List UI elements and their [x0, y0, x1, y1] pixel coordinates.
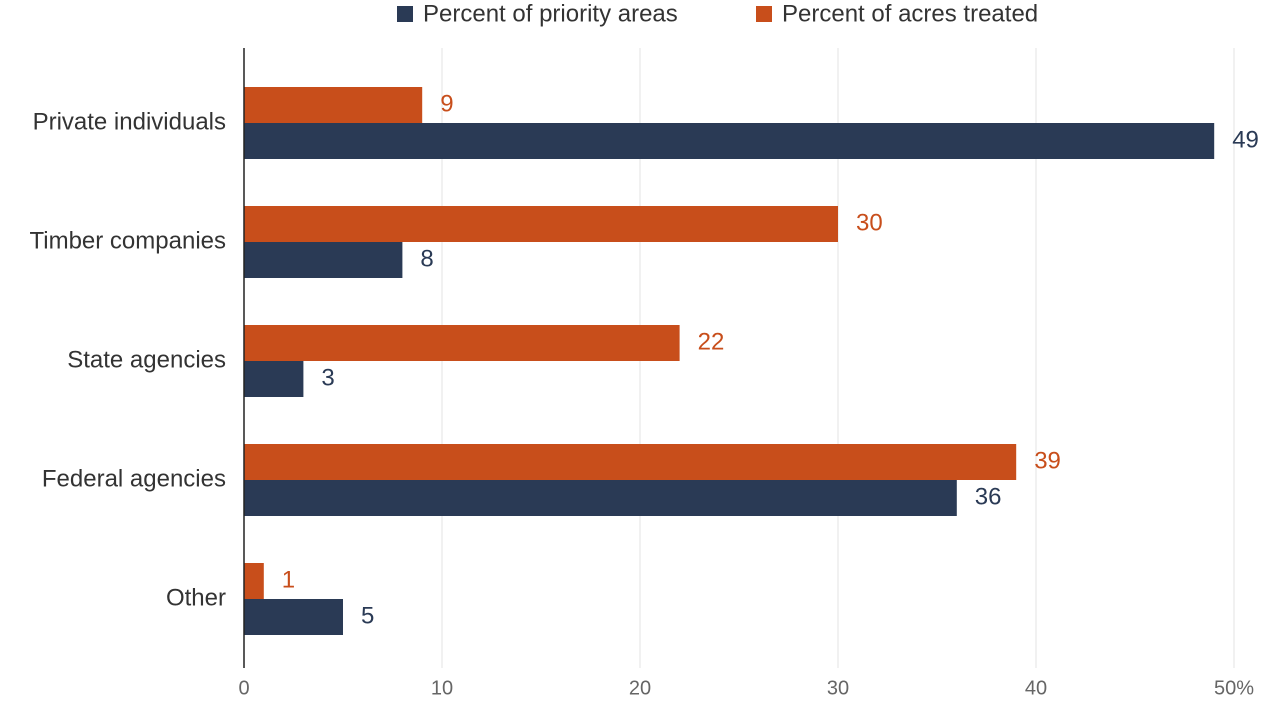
x-tick-label: 20	[629, 677, 651, 699]
bar	[244, 87, 423, 123]
value-label: 22	[698, 328, 725, 355]
bar	[244, 563, 264, 599]
y-tick-label: Federal agencies	[42, 465, 226, 492]
y-tick-label: State agencies	[67, 346, 226, 373]
bar	[244, 361, 304, 397]
bar	[244, 325, 680, 361]
value-label: 39	[1034, 447, 1061, 474]
value-label: 30	[856, 209, 883, 236]
bar	[244, 123, 1215, 159]
y-tick-label: Private individuals	[33, 108, 226, 135]
bar	[244, 599, 343, 635]
bar	[244, 480, 957, 516]
legend-swatch	[397, 6, 413, 22]
value-label: 9	[440, 90, 453, 117]
y-tick-label: Timber companies	[29, 227, 226, 254]
bar	[244, 206, 838, 242]
x-tick-label: 50%	[1214, 677, 1254, 699]
value-label: 1	[282, 566, 295, 593]
legend-label: Percent of acres treated	[782, 0, 1038, 27]
bar	[244, 444, 1017, 480]
value-label: 5	[361, 602, 374, 629]
value-label: 3	[321, 364, 334, 391]
value-label: 36	[975, 483, 1002, 510]
x-tick-label: 0	[238, 677, 249, 699]
y-tick-label: Other	[166, 584, 226, 611]
x-tick-label: 10	[431, 677, 453, 699]
x-tick-label: 30	[827, 677, 849, 699]
legend-label: Percent of priority areas	[423, 0, 678, 27]
legend-swatch	[756, 6, 772, 22]
x-tick-label: 40	[1025, 677, 1047, 699]
value-label: 49	[1232, 126, 1259, 153]
value-label: 8	[420, 245, 433, 272]
bar	[244, 242, 403, 278]
